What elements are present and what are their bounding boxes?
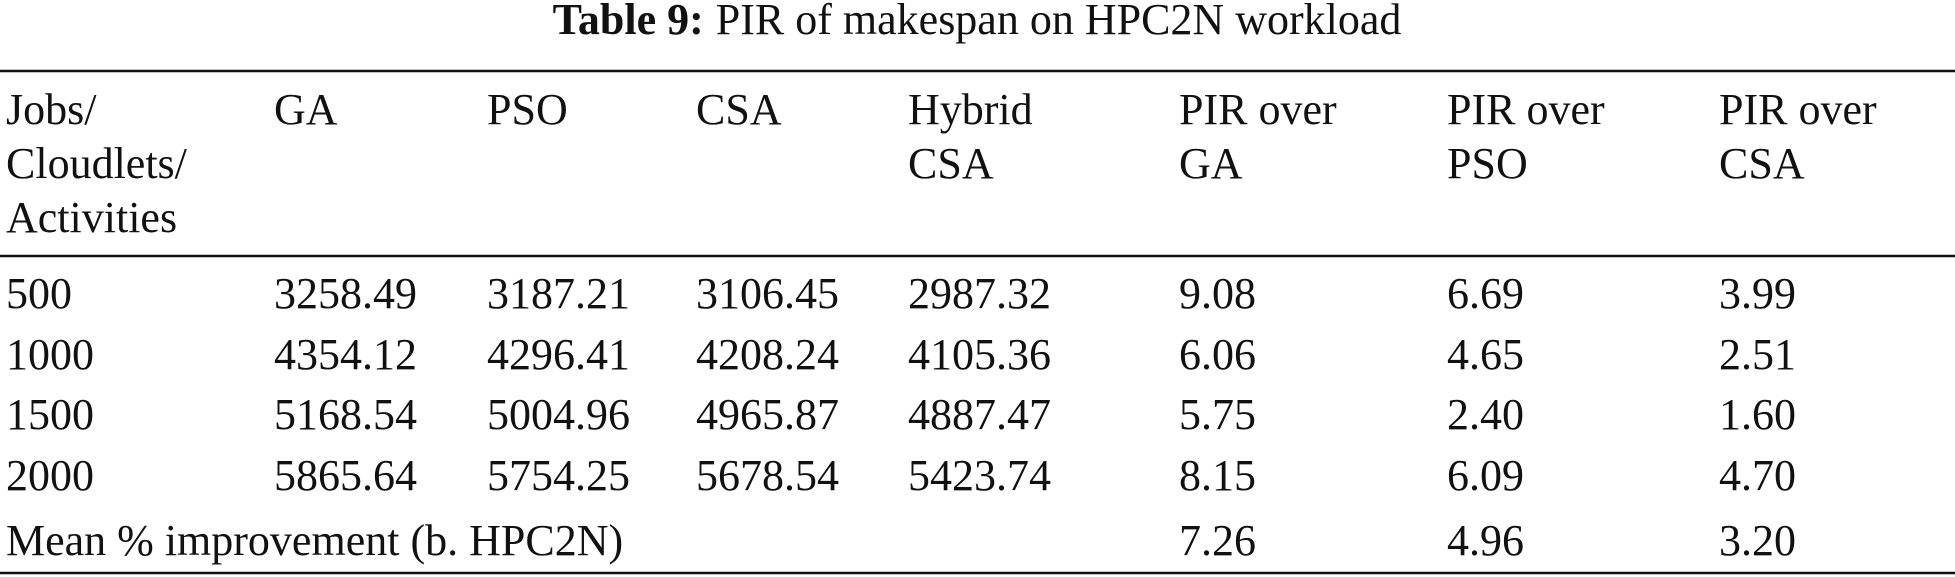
table-cell: 3187.21 [487,269,630,318]
table-cell: 500 [6,269,72,318]
table-cell: 4965.87 [696,390,839,439]
table-cell: 6.06 [1179,330,1256,379]
table-cell: 2987.32 [908,269,1051,318]
table-cell: 3258.49 [274,269,417,318]
caption-label: Table 9: [553,0,704,44]
header-cell: Jobs/ [6,85,97,134]
table-cell: 1500 [6,390,94,439]
header-cell: PSO [487,85,568,134]
header-cell: PIR over [1719,85,1877,134]
table-cell: 5754.25 [487,451,630,500]
table-cell: 2.40 [1447,390,1524,439]
header-cell: PSO [1447,139,1528,188]
table-cell: 2000 [6,451,94,500]
table-cell: 9.08 [1179,269,1256,318]
table-cell: 4887.47 [908,390,1051,439]
table-cell: 4.70 [1719,451,1796,500]
table-cell: 3.99 [1719,269,1796,318]
footer-label: Mean % improvement (b. HPC2N) [6,516,623,565]
table-cell: 5678.54 [696,451,839,500]
table-cell: 1000 [6,330,94,379]
header-cell: PIR over [1179,85,1337,134]
header-cell: GA [1179,139,1243,188]
header-cell: CSA [908,139,994,188]
footer-cell: 7.26 [1179,516,1256,565]
table-cell: 3106.45 [696,269,839,318]
table-cell: 6.09 [1447,451,1524,500]
table-cell: 6.69 [1447,269,1524,318]
table-cell: 4105.36 [908,330,1051,379]
header-cell: Activities [6,193,177,242]
table-cell: 1.60 [1719,390,1796,439]
table-cell: 5423.74 [908,451,1051,500]
table-cell: 4.65 [1447,330,1524,379]
header-cell: Hybrid [908,85,1033,134]
table-cell: 5865.64 [274,451,417,500]
table-cell: 4296.41 [487,330,630,379]
table-cell: 5004.96 [487,390,630,439]
table-cell: 4208.24 [696,330,839,379]
caption-text: PIR of makespan on HPC2N workload [716,0,1402,44]
caption: Table 9: PIR of makespan on HPC2N workloa… [553,0,1402,44]
footer-cell: 3.20 [1719,516,1796,565]
header-cell: CSA [1719,139,1805,188]
table-cell: 5.75 [1179,390,1256,439]
table-cell: 5168.54 [274,390,417,439]
footer-cell: 4.96 [1447,516,1524,565]
table-cell: 4354.12 [274,330,417,379]
header-cell: GA [274,85,338,134]
table-cell: 2.51 [1719,330,1796,379]
header-cell: Cloudlets/ [6,139,188,188]
table-cell: 8.15 [1179,451,1256,500]
header-cell: CSA [696,85,782,134]
header-cell: PIR over [1447,85,1605,134]
